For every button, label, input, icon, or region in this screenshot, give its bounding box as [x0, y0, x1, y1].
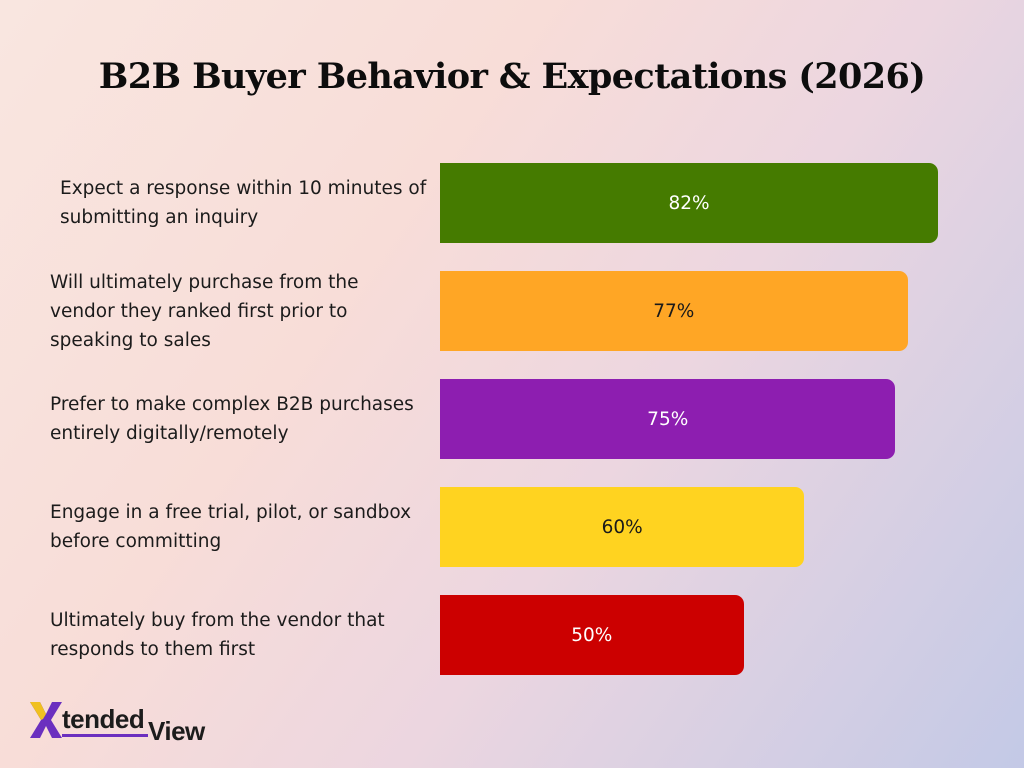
bar-value-label: 60%	[601, 516, 643, 538]
bar: 60%	[440, 487, 805, 567]
chart-title: B2B Buyer Behavior & Expectations (2026)	[98, 56, 926, 97]
bar: 77%	[440, 271, 908, 351]
category-label: Engage in a free trial, pilot, or sandbo…	[50, 502, 412, 552]
bar-value-label: 50%	[571, 624, 613, 646]
bar-value-label: 75%	[647, 408, 689, 430]
bar: 50%	[440, 595, 744, 675]
bar: 82%	[440, 163, 938, 243]
bar-value-label: 82%	[668, 192, 710, 214]
bar-value-label: 77%	[653, 300, 695, 322]
bar: 75%	[440, 379, 896, 459]
category-label: Ultimately buy from the vendor that resp…	[50, 610, 385, 660]
x-logo-icon	[30, 702, 62, 738]
category-label: Will ultimately purchase from the vendor…	[50, 271, 359, 351]
category-label: Expect a response within 10 minutes of s…	[60, 178, 427, 228]
logo-text-view: View	[148, 716, 205, 746]
category-label: Prefer to make complex B2B purchases ent…	[50, 394, 414, 444]
logo-underline	[62, 734, 148, 737]
xtendedview-logo: tended View	[28, 700, 268, 746]
logo-text-tended: tended	[62, 704, 145, 734]
